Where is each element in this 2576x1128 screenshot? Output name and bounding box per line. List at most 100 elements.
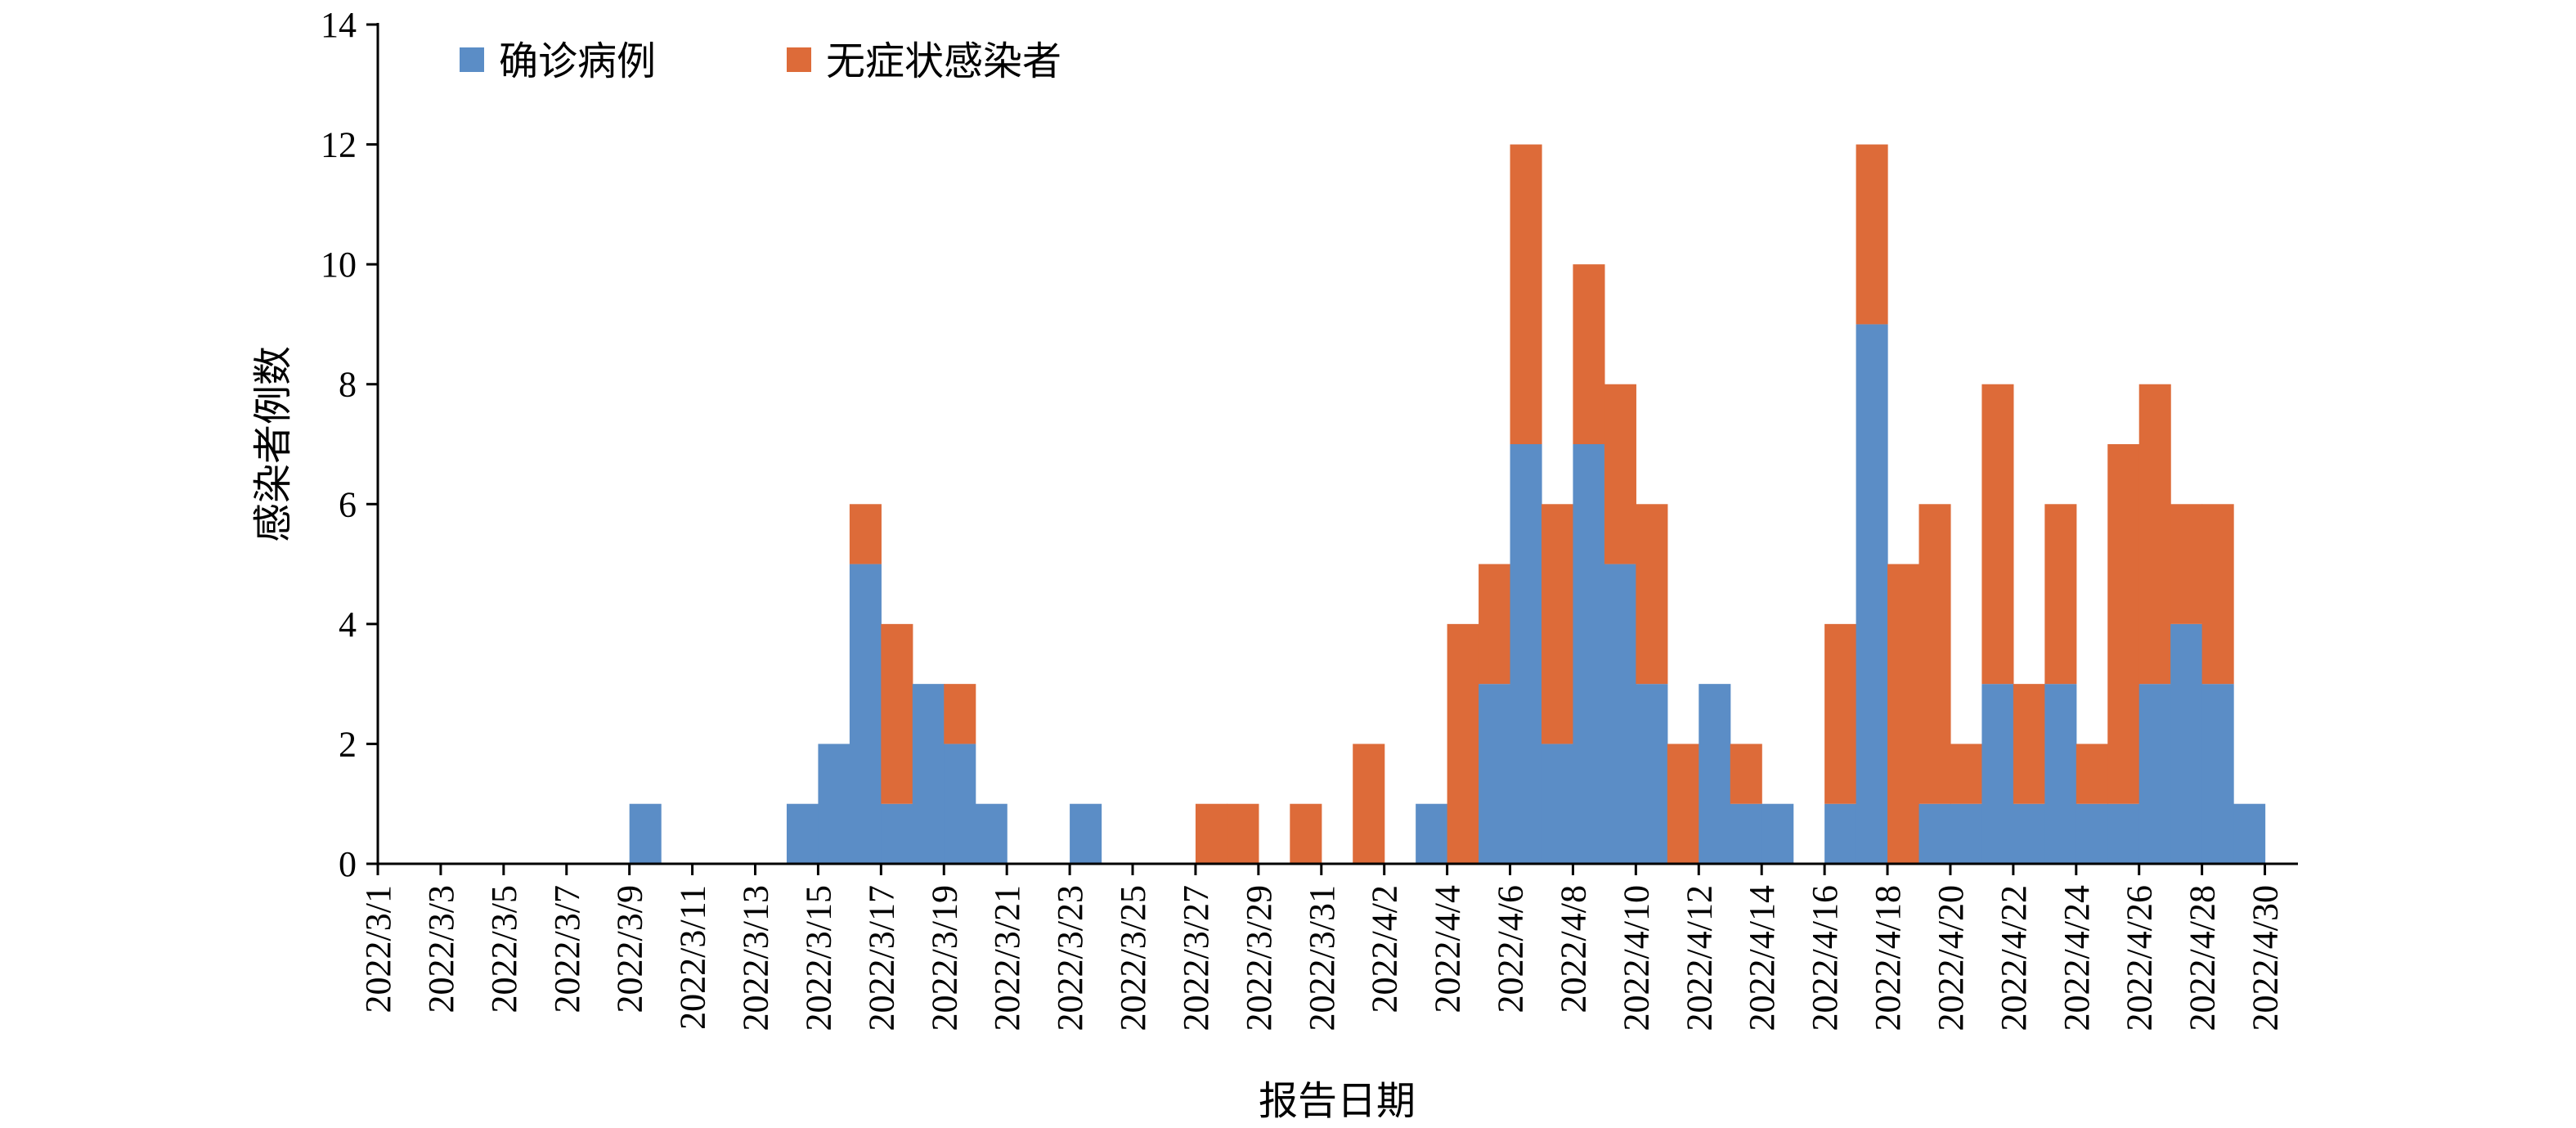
bar-segment-asymptomatic — [944, 684, 976, 744]
x-tick-label: 2022/4/6 — [1491, 885, 1531, 1013]
x-tick-label: 2022/3/23 — [1050, 885, 1090, 1031]
x-tick-label: 2022/4/26 — [2120, 885, 2160, 1031]
bar-segment-asymptomatic — [1887, 564, 1920, 864]
bar-segment-confirmed — [1950, 803, 1983, 864]
x-tick-label: 2022/3/19 — [924, 885, 964, 1031]
bar-segment-asymptomatic — [1950, 744, 1983, 804]
x-tick-label: 2022/3/29 — [1239, 885, 1279, 1031]
bar-segment-asymptomatic — [1479, 564, 1511, 685]
bar-segment-asymptomatic — [1195, 803, 1227, 864]
bar-segment-asymptomatic — [1824, 623, 1857, 804]
bar-segment-confirmed — [2233, 803, 2266, 864]
y-tick-label: 14 — [321, 5, 357, 45]
x-tick-label: 2022/4/18 — [1868, 885, 1908, 1031]
bar-segment-confirmed — [849, 564, 882, 864]
bars-layer — [629, 144, 2266, 864]
x-tick-label: 2022/3/21 — [987, 885, 1027, 1031]
bar-segment-confirmed — [975, 803, 1008, 864]
bar-segment-asymptomatic — [2107, 444, 2140, 804]
x-tick-label: 2022/3/15 — [798, 885, 838, 1031]
x-tick-label: 2022/3/9 — [610, 885, 650, 1013]
axes-layer: 0 2 4 6 8 10 12 14 2022/3/1 2022/3/3 2022/3/5 2022/… — [321, 5, 2298, 1031]
bar-segment-confirmed — [944, 744, 976, 864]
bar-segment-confirmed — [1510, 444, 1542, 864]
x-tick-label: 2022/4/12 — [1679, 885, 1719, 1031]
y-tick-label: 0 — [339, 844, 357, 884]
x-tick-label: 2022/3/27 — [1176, 885, 1216, 1031]
x-tick-label: 2022/4/8 — [1553, 885, 1593, 1013]
bar-segment-asymptomatic — [1353, 744, 1385, 864]
y-tick-label: 2 — [339, 724, 357, 764]
y-tick-label: 8 — [339, 365, 357, 405]
bar-segment-asymptomatic — [2044, 504, 2077, 685]
bar-segment-asymptomatic — [1604, 384, 1636, 564]
bar-segment-confirmed — [1416, 803, 1448, 864]
x-tick-label: 2022/4/22 — [1994, 885, 2034, 1031]
bar-segment-confirmed — [2076, 803, 2108, 864]
bar-segment-confirmed — [881, 803, 913, 864]
x-tick-label: 2022/4/2 — [1365, 885, 1405, 1013]
x-tick-label: 2022/3/1 — [358, 885, 398, 1013]
x-tick-label: 2022/4/20 — [1931, 885, 1971, 1031]
bar-segment-confirmed — [1699, 684, 1731, 864]
x-tick-label: 2022/3/17 — [861, 885, 901, 1031]
bar-segment-confirmed — [2170, 623, 2203, 864]
bar-segment-asymptomatic — [1981, 384, 2014, 685]
x-tick-label: 2022/4/30 — [2246, 885, 2286, 1031]
bar-segment-confirmed — [2138, 684, 2171, 864]
x-tick-label: 2022/4/24 — [2057, 885, 2097, 1031]
bar-segment-confirmed — [1761, 803, 1794, 864]
bar-segment-asymptomatic — [1573, 264, 1605, 444]
bar-segment-confirmed — [1541, 744, 1574, 864]
legend-swatch-asymptomatic — [787, 47, 811, 72]
bar-segment-asymptomatic — [1290, 803, 1322, 864]
y-tick-label: 10 — [321, 245, 357, 285]
bar-segment-asymptomatic — [2013, 684, 2045, 804]
x-tick-label: 2022/4/16 — [1805, 885, 1845, 1031]
y-tick-label: 12 — [321, 125, 357, 165]
bar-segment-confirmed — [629, 803, 662, 864]
bar-segment-asymptomatic — [2076, 744, 2108, 804]
x-tick-label: 2022/3/25 — [1113, 885, 1153, 1031]
x-tick-label: 2022/3/5 — [484, 885, 524, 1013]
bar-segment-confirmed — [1730, 803, 1762, 864]
bar-segment-asymptomatic — [1510, 144, 1542, 445]
x-tick-label: 2022/3/3 — [421, 885, 461, 1013]
bar-segment-asymptomatic — [1447, 623, 1479, 864]
x-tick-label: 2022/3/7 — [547, 885, 587, 1013]
x-tick-label: 2022/3/11 — [673, 885, 713, 1030]
x-tick-label: 2022/4/10 — [1616, 885, 1656, 1031]
bar-segment-asymptomatic — [1636, 504, 1668, 685]
bar-segment-confirmed — [2107, 803, 2140, 864]
legend-label-asymptomatic: 无症状感染者 — [826, 38, 1061, 84]
bar-segment-asymptomatic — [2201, 504, 2234, 685]
bar-segment-confirmed — [2201, 684, 2234, 864]
legend-swatch-confirmed — [460, 47, 484, 72]
y-axis-label: 感染者例数 — [250, 346, 296, 542]
bar-segment-confirmed — [2044, 684, 2077, 864]
bar-segment-asymptomatic — [849, 504, 882, 564]
bar-segment-asymptomatic — [2170, 504, 2203, 624]
bar-segment-confirmed — [1919, 803, 1951, 864]
legend-label-confirmed: 确诊病例 — [499, 38, 656, 84]
bar-segment-confirmed — [786, 803, 819, 864]
bar-segment-confirmed — [1636, 684, 1668, 864]
bar-segment-asymptomatic — [1227, 803, 1259, 864]
bar-segment-confirmed — [1824, 803, 1857, 864]
bar-segment-confirmed — [1479, 684, 1511, 864]
x-tick-label: 2022/3/13 — [736, 885, 776, 1031]
bar-segment-confirmed — [1856, 324, 1888, 864]
bar-segment-confirmed — [1981, 684, 2014, 864]
x-axis-label: 报告日期 — [1259, 1078, 1416, 1124]
bar-segment-asymptomatic — [2138, 384, 2171, 685]
x-tick-label: 2022/3/31 — [1302, 885, 1342, 1031]
bar-segment-asymptomatic — [1919, 504, 1951, 804]
y-tick-label: 6 — [339, 484, 357, 524]
bar-segment-confirmed — [1573, 444, 1605, 864]
bar-segment-asymptomatic — [1667, 744, 1699, 864]
bar-segment-asymptomatic — [1730, 744, 1762, 804]
y-tick-label: 4 — [339, 604, 357, 645]
legend: 确诊病例 无症状感染者 — [460, 38, 1061, 84]
x-tick-label: 2022/4/14 — [1742, 885, 1782, 1031]
